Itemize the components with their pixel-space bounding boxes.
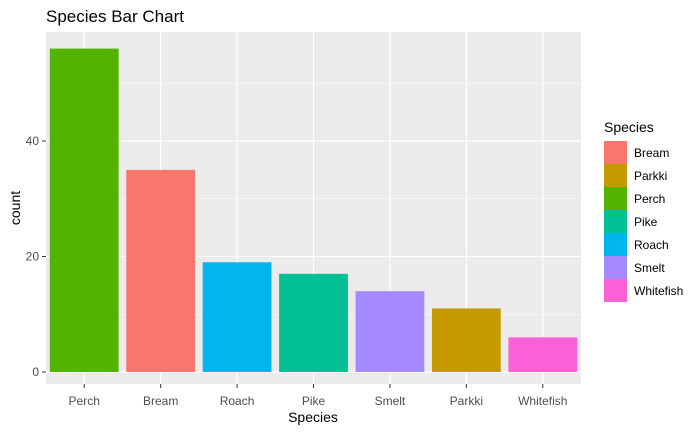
bar-perch — [49, 48, 119, 372]
bar-bream — [126, 169, 196, 372]
legend-key-roach — [604, 233, 627, 256]
legend-label: Bream — [634, 146, 669, 160]
legend-key-whitefish — [604, 279, 627, 302]
y-tick-label: 0 — [32, 365, 39, 379]
x-tick-label: Smelt — [375, 394, 406, 408]
y-axis: 0 20 40 — [26, 134, 46, 379]
x-tick-label: Bream — [143, 394, 178, 408]
y-tick-label: 20 — [26, 250, 40, 264]
bar-roach — [202, 262, 272, 372]
legend-label: Parkki — [634, 169, 667, 183]
legend-key-pike — [604, 210, 627, 233]
legend-key-perch — [604, 187, 627, 210]
x-tick-label: Whitefish — [518, 394, 567, 408]
bars — [49, 48, 578, 372]
legend-label: Roach — [634, 238, 669, 252]
bar-pike — [279, 273, 348, 372]
x-axis: Perch Bream Roach Pike Smelt Parkki Whitefish — [69, 384, 567, 408]
x-tick-label: Roach — [220, 394, 255, 408]
legend-key-parkki — [604, 164, 627, 187]
legend-label: Perch — [634, 192, 665, 206]
x-tick-label: Parkki — [450, 394, 483, 408]
y-tick-label: 40 — [26, 134, 40, 148]
bar-parkki — [431, 308, 501, 372]
chart-title: Species Bar Chart — [46, 7, 184, 26]
y-axis-title: count — [7, 191, 23, 225]
legend-label: Pike — [634, 215, 658, 229]
legend-label: Whitefish — [634, 284, 683, 298]
legend-key-bream — [604, 141, 627, 164]
legend: Species Bream Parkki Perch Pike Roach Smelt Wh… — [604, 119, 683, 302]
bar-whitefish — [508, 337, 578, 372]
x-axis-title: Species — [288, 409, 338, 425]
x-tick-label: Pike — [302, 394, 326, 408]
x-tick-label: Perch — [69, 394, 100, 408]
legend-title: Species — [604, 119, 654, 135]
legend-key-smelt — [604, 256, 627, 279]
bar-smelt — [355, 291, 425, 372]
legend-label: Smelt — [634, 261, 665, 275]
